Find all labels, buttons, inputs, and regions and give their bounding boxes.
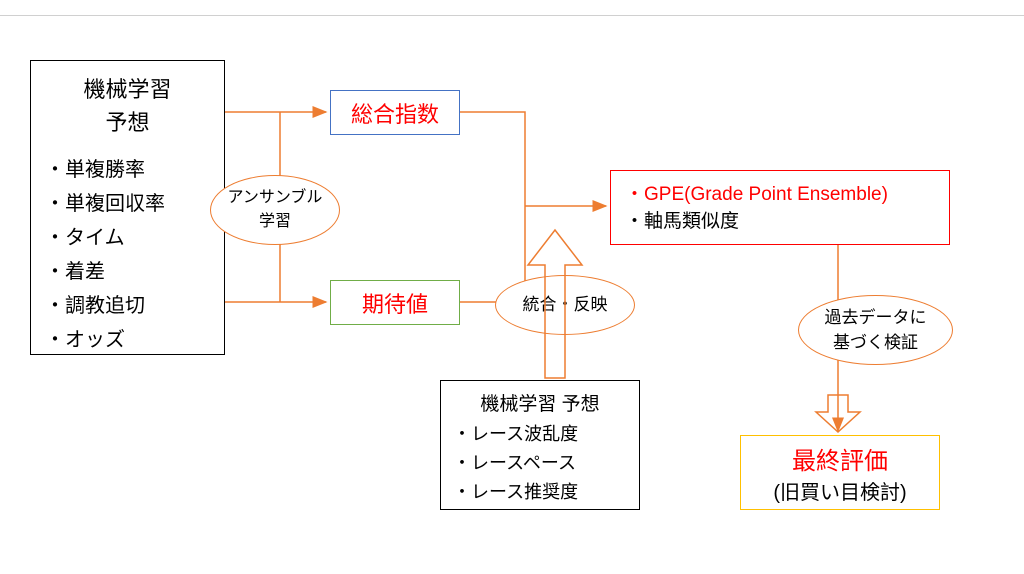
ml-predict-items: ・単複勝率 ・単複回収率 ・タイム ・着差 ・調教追切 ・オッズ — [45, 153, 210, 357]
node-ensemble: アンサンブル 学習 — [210, 175, 340, 245]
node-gpe: ・GPE(Grade Point Ensemble) ・軸馬類似度 — [610, 170, 950, 245]
node-togo: 統合・反映 — [495, 275, 635, 335]
ml-predict2-items: ・レース波乱度 ・レースペース ・レース推奨度 — [453, 420, 627, 506]
node-ml-predict: 機械学習 予想 ・単複勝率 ・単複回収率 ・タイム ・着差 ・調教追切 ・オッズ — [30, 60, 225, 355]
ml-predict-title: 機械学習 予想 — [45, 73, 210, 139]
node-sogoshisu: 総合指数 — [330, 90, 460, 135]
node-ml-predict2: 機械学習 予想 ・レース波乱度 ・レースペース ・レース推奨度 — [440, 380, 640, 510]
ml-predict2-title: 機械学習 予想 — [453, 389, 627, 416]
node-final: 最終評価 (旧買い目検討) — [740, 435, 940, 510]
node-kitaichi: 期待値 — [330, 280, 460, 325]
node-kensho: 過去データに 基づく検証 — [798, 295, 953, 365]
top-divider — [0, 15, 1024, 16]
